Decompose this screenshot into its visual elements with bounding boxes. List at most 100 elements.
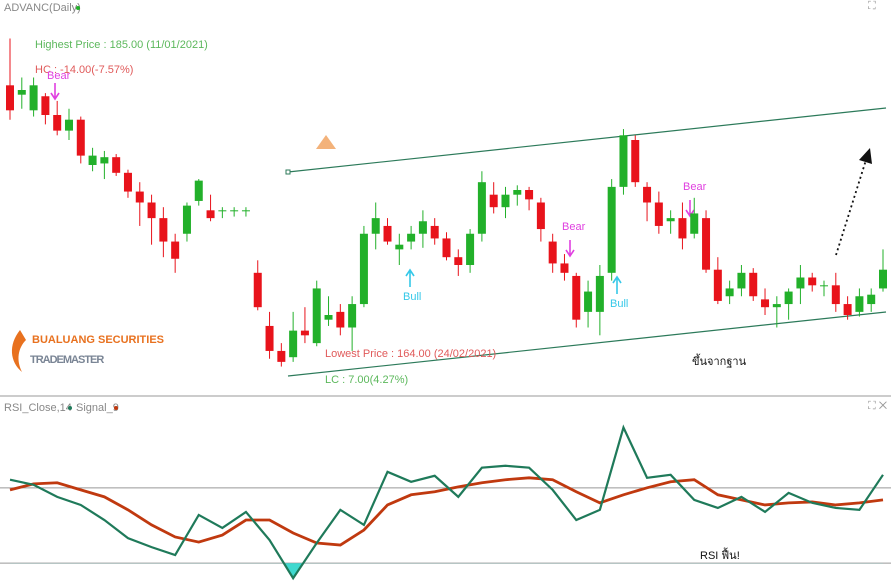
annotation: HC : -14.00(-7.57%)	[35, 64, 133, 76]
candle-body	[359, 233, 368, 305]
candle-body	[300, 330, 309, 336]
candle-body	[489, 194, 498, 208]
annotation: LC : 7.00(4.27%)	[325, 374, 408, 386]
candle-body	[879, 269, 887, 289]
candle-body	[749, 272, 758, 297]
candle-body	[442, 238, 451, 258]
channel-lower	[287, 311, 887, 377]
candle-body	[654, 202, 663, 226]
candle-body	[584, 291, 593, 312]
title-dot	[76, 6, 80, 10]
annotation: RSI ฟื้น!	[700, 547, 740, 562]
candle-body	[761, 299, 770, 308]
candle-body	[253, 272, 262, 308]
logo-flame	[11, 330, 26, 372]
candle-body	[218, 210, 227, 212]
candle-body	[525, 190, 534, 200]
candle-body	[607, 186, 616, 273]
candle-body	[383, 225, 392, 242]
logo: BUALUANG SECURITIES TRADEMASTER	[11, 330, 164, 372]
bear-arrow	[565, 240, 575, 258]
candle-body	[536, 202, 545, 230]
candle-body	[855, 296, 864, 312]
candle-body	[418, 221, 427, 234]
candle-body	[41, 96, 50, 115]
candle-body	[595, 275, 604, 312]
candle-body	[112, 157, 121, 173]
candle-body	[666, 218, 675, 222]
candle-body	[206, 210, 215, 219]
bear-label: Bear	[47, 70, 71, 82]
candle-body	[265, 325, 274, 351]
candle-body	[772, 304, 781, 308]
candle-body	[808, 277, 817, 286]
candle-body	[123, 172, 132, 192]
expand-icon[interactable]: ⛶ ✕	[868, 400, 887, 412]
bear-arrow	[685, 200, 695, 218]
candle-body	[513, 190, 522, 195]
legend-entry: RSI_Close,14	[4, 402, 72, 414]
candle-body	[643, 186, 652, 203]
annotation: ขึ้นจากฐาน	[692, 353, 747, 368]
bull-label: Bull	[403, 291, 421, 303]
candle-body	[619, 135, 628, 187]
channel-handle[interactable]	[285, 169, 291, 175]
triangle-marker	[316, 135, 336, 149]
bull-arrow	[405, 268, 415, 287]
candle-body	[713, 269, 722, 301]
candle-body	[17, 90, 26, 95]
candle-body	[466, 233, 475, 265]
candle-body	[477, 182, 486, 234]
candle-body	[631, 140, 640, 183]
candle-body	[548, 241, 557, 264]
candle-body	[29, 85, 38, 111]
candle-body	[831, 285, 840, 305]
candle-body	[64, 119, 73, 131]
candle-body	[737, 272, 746, 289]
candle-body	[820, 285, 829, 287]
bear-arrow	[50, 83, 60, 101]
candle-body	[336, 311, 345, 328]
candle-body	[277, 350, 286, 362]
candle-body	[147, 202, 156, 219]
candle-body	[572, 275, 581, 320]
bull-arrow	[612, 275, 622, 294]
candle-body	[702, 218, 711, 270]
arrow-head	[859, 148, 872, 164]
candle-body	[678, 218, 687, 239]
candle-body	[454, 257, 463, 265]
expand-icon[interactable]: ⛶	[868, 0, 876, 12]
logo-company: BUALUANG SECURITIES	[32, 334, 164, 346]
candle-body	[690, 213, 699, 234]
candle-body	[348, 304, 357, 328]
candle-body	[312, 288, 321, 344]
bear-label: Bear	[683, 181, 707, 193]
legend-dot	[68, 406, 72, 410]
candle-body	[371, 218, 380, 234]
candle-body	[867, 294, 876, 305]
candle-body	[784, 291, 793, 305]
candle-body	[407, 233, 416, 242]
channel-upper	[287, 107, 887, 173]
candle-body	[725, 288, 734, 297]
candle-body	[194, 180, 203, 201]
candle-body	[395, 244, 404, 250]
candle-body	[843, 304, 852, 315]
legend-entry: Signal_9	[76, 402, 119, 414]
candle-body	[289, 330, 298, 358]
annotation: Highest Price : 185.00 (11/01/2021)	[35, 39, 208, 51]
chart-title: ADVANC(Daily)	[4, 2, 81, 14]
candle-body	[796, 277, 805, 289]
candle-body	[76, 119, 85, 156]
candle-body	[560, 263, 569, 273]
bear-label: Bear	[562, 221, 586, 233]
annotation: Lowest Price : 164.00 (24/02/2021)	[325, 348, 496, 360]
bull-label: Bull	[610, 298, 628, 310]
candle-body	[159, 218, 168, 242]
candle-body	[135, 191, 144, 203]
candle-body	[100, 157, 109, 164]
candle-body	[6, 85, 14, 111]
candle-body	[324, 315, 333, 320]
